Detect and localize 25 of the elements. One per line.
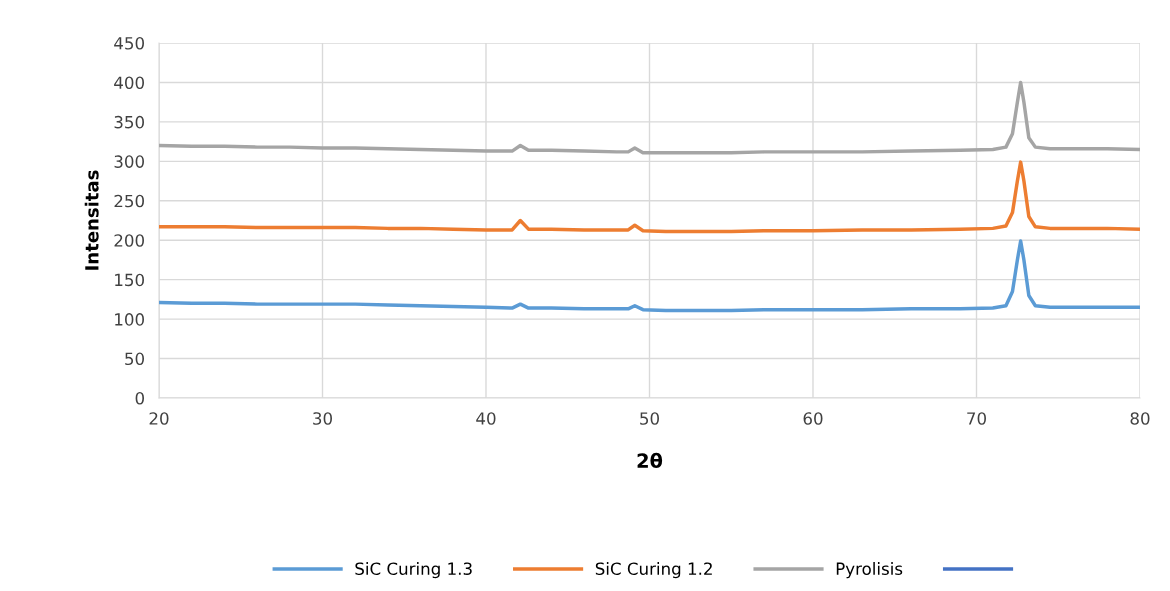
x-tick-label: 40 bbox=[476, 412, 496, 425]
y-axis-title: Intensitas bbox=[84, 170, 99, 270]
y-tick-label: 100 bbox=[115, 313, 144, 326]
y-tick-label: 300 bbox=[114, 155, 144, 168]
y-tick-label: 350 bbox=[114, 115, 144, 129]
x-tick-label: 20 bbox=[149, 412, 169, 425]
y-tick-label: 200 bbox=[114, 234, 144, 247]
y-tick-label: 0 bbox=[135, 391, 144, 405]
x-tick-label: 50 bbox=[640, 412, 659, 425]
line-series bbox=[159, 239, 1140, 313]
y-tick-label: 50 bbox=[125, 352, 144, 366]
line-series bbox=[159, 80, 1140, 155]
legend-label: SiC Curing 1.3 bbox=[355, 562, 472, 579]
x-axis-title: 2θ bbox=[637, 452, 663, 469]
legend-label: SiC Curing 1.2 bbox=[595, 562, 712, 579]
y-tick-label: 400 bbox=[114, 76, 144, 90]
x-tick-label: 30 bbox=[313, 412, 332, 425]
y-tick-label: 150 bbox=[115, 273, 144, 287]
x-tick-label: 80 bbox=[1130, 412, 1150, 425]
x-tick-label: 60 bbox=[803, 412, 823, 425]
y-tick-label: 450 bbox=[114, 36, 144, 50]
x-tick-label: 70 bbox=[967, 412, 986, 425]
line-series bbox=[159, 160, 1140, 234]
legend-label: Pyrolisis bbox=[836, 562, 903, 579]
y-tick-label: 250 bbox=[114, 194, 144, 208]
